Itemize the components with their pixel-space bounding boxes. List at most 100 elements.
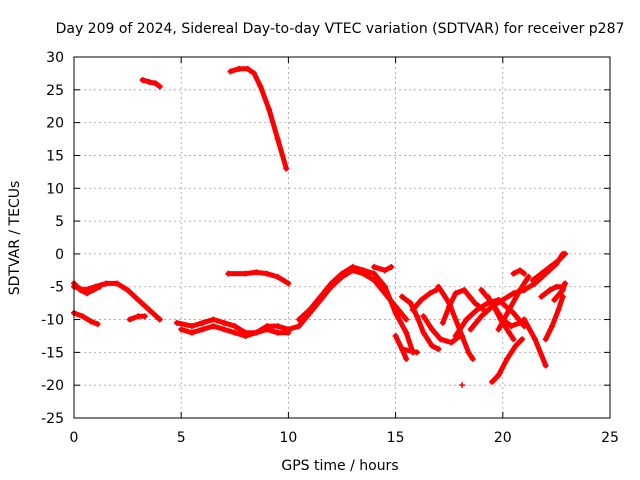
data-point — [135, 313, 142, 320]
data-point — [274, 329, 281, 336]
data-point — [499, 296, 506, 303]
data-point — [420, 329, 427, 336]
data-point — [559, 293, 566, 300]
data-point — [77, 287, 84, 294]
grid — [74, 57, 610, 418]
y-axis-label: SDTVAR / TECUs — [7, 181, 23, 296]
data-point — [474, 306, 481, 313]
data-point — [285, 280, 292, 287]
x-axis-label: GPS time / hours — [281, 458, 398, 474]
data-point — [519, 336, 526, 343]
series-arc-14 — [399, 346, 421, 356]
data-point — [555, 257, 562, 264]
data-point — [508, 323, 515, 330]
data-point — [459, 332, 466, 339]
data-point — [538, 270, 545, 277]
data-point — [506, 329, 513, 336]
data-point — [90, 287, 97, 294]
data-point — [263, 270, 270, 277]
data-point — [525, 273, 532, 280]
series-arc-27 — [529, 250, 568, 284]
data-point — [257, 83, 264, 90]
data-point — [510, 336, 517, 343]
data-point — [463, 316, 470, 323]
ticks — [73, 56, 611, 419]
data-point — [244, 65, 251, 72]
series-arc-24 — [495, 273, 532, 333]
data-point — [274, 136, 281, 143]
data-point — [296, 323, 303, 330]
series-arc-25 — [510, 267, 528, 277]
data-point — [381, 283, 388, 290]
data-point — [210, 316, 217, 323]
data-point — [495, 326, 502, 333]
data-point — [555, 306, 562, 313]
data-point — [551, 296, 558, 303]
data-point — [266, 106, 273, 113]
series-trace — [521, 317, 549, 368]
data-point — [317, 293, 324, 300]
data-point — [542, 336, 549, 343]
series-trace — [496, 274, 531, 332]
data-point — [561, 250, 568, 257]
series-arc-26 — [521, 316, 549, 369]
data-point — [489, 378, 496, 385]
data-point — [242, 332, 249, 339]
series-arc-2 — [71, 309, 101, 328]
data-point — [529, 277, 536, 284]
data-point — [506, 306, 513, 313]
series-trace — [410, 287, 439, 313]
data-point — [461, 287, 468, 294]
data-point — [146, 306, 153, 313]
data-point — [418, 296, 425, 303]
data-point — [407, 300, 414, 307]
data-point — [135, 296, 142, 303]
data-point — [420, 313, 427, 320]
series-arc-29 — [538, 283, 566, 300]
data-point — [493, 306, 500, 313]
data-point — [371, 277, 378, 284]
data-point — [561, 280, 568, 287]
data-point — [452, 316, 459, 323]
data-point — [399, 293, 406, 300]
data-point — [403, 355, 410, 362]
data-point — [139, 76, 146, 83]
data-point — [231, 323, 238, 330]
data-point — [516, 287, 523, 294]
data-point — [531, 336, 538, 343]
data-point — [349, 264, 356, 271]
data-point — [242, 270, 249, 277]
data-point — [452, 332, 459, 339]
data-series — [71, 65, 568, 389]
data-point — [156, 316, 163, 323]
data-point — [559, 287, 566, 294]
data-point — [478, 313, 485, 320]
data-point — [188, 323, 195, 330]
x-tick-labels: 0 5 10 15 20 25 — [70, 430, 619, 446]
data-point — [403, 316, 410, 323]
y-tick-label: -15 — [41, 345, 64, 361]
data-point — [156, 83, 163, 90]
data-point — [210, 323, 217, 330]
data-point — [253, 329, 260, 336]
x-tick-label: 25 — [601, 430, 619, 446]
series-arc-31 — [459, 382, 466, 389]
data-point — [471, 300, 478, 307]
y-tick-label: 15 — [46, 148, 64, 164]
series-arc-13 — [399, 293, 442, 353]
y-tick-labels: -25 -20 -15 -10 -5 0 5 10 15 20 25 30 — [41, 50, 64, 427]
data-point — [399, 346, 406, 353]
series-trace — [440, 287, 486, 326]
data-point — [152, 80, 159, 87]
data-point — [227, 68, 234, 75]
data-point — [96, 283, 103, 290]
data-point — [371, 270, 378, 277]
x-tick-label: 20 — [494, 430, 512, 446]
series-arc-15 — [409, 287, 440, 313]
data-point — [225, 270, 232, 277]
series-arc-8 — [225, 269, 292, 287]
data-point — [553, 283, 560, 290]
y-tick-label: 20 — [46, 116, 64, 132]
data-point — [83, 290, 90, 297]
data-point — [538, 293, 545, 300]
